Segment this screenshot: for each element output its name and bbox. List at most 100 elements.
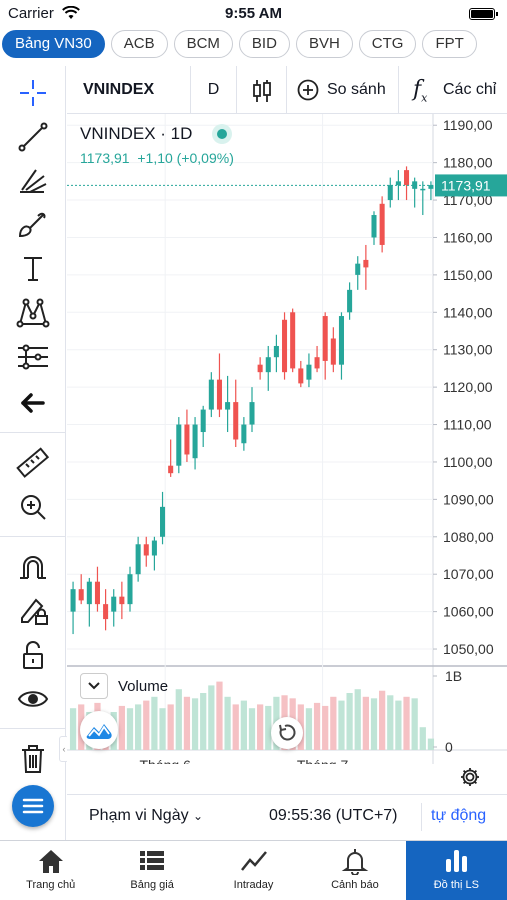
candle-body xyxy=(273,345,279,358)
tab-bvh[interactable]: BVH xyxy=(295,30,353,58)
candle-body xyxy=(314,357,320,369)
volume-bar xyxy=(330,696,337,750)
symbol-search[interactable]: VNINDEX xyxy=(67,66,191,114)
compare-button[interactable]: So sánh xyxy=(287,66,399,114)
menu-button[interactable] xyxy=(12,785,54,827)
candle-body xyxy=(119,596,125,605)
reset-chart-button[interactable] xyxy=(271,717,303,749)
tab-bid[interactable]: BID xyxy=(238,30,290,58)
nav-intraday[interactable]: Intraday xyxy=(203,841,304,900)
function-icon: fx xyxy=(413,77,428,105)
indicators-button[interactable]: fx Các chỉ xyxy=(399,66,507,114)
back-arrow-icon[interactable] xyxy=(14,384,52,422)
fib-tool-icon[interactable] xyxy=(14,162,52,200)
chart-type-button[interactable] xyxy=(237,66,287,114)
y-tick-label: 1130,00 xyxy=(443,342,493,358)
range-selector[interactable]: Phạm vi Ngày ⌄ xyxy=(89,807,203,825)
y-tick-label: 1180,00 xyxy=(443,155,493,171)
volume-bar xyxy=(338,700,345,750)
reset-icon xyxy=(279,724,296,741)
trash-icon[interactable] xyxy=(14,740,52,778)
volume-bar xyxy=(240,700,247,750)
tab-acb[interactable]: ACB xyxy=(110,30,168,58)
candle-body xyxy=(428,185,434,189)
volume-bar xyxy=(257,704,264,750)
volume-bar xyxy=(305,708,313,750)
y-tick-label: 1160,00 xyxy=(443,229,493,245)
toolbar-divider xyxy=(0,728,66,729)
measure-projection-icon[interactable] xyxy=(14,338,52,376)
bell-icon xyxy=(341,849,369,875)
chart-settings-icon[interactable] xyxy=(459,766,481,788)
crosshair-icon[interactable] xyxy=(14,74,52,112)
unlock-icon[interactable] xyxy=(14,636,52,674)
volume-bar xyxy=(151,696,158,750)
carrier-label: Carrier xyxy=(8,5,54,22)
symbol-tabs: Bảng VN30 ACB BCM BID BVH CTG FPT xyxy=(0,30,507,64)
market-status-dot xyxy=(212,124,233,144)
ruler-icon[interactable] xyxy=(14,444,52,482)
trend-line-icon[interactable] xyxy=(14,118,52,156)
candle-body xyxy=(143,544,149,556)
candle-body xyxy=(111,596,117,612)
y-tick-label: 1050,00 xyxy=(443,641,494,657)
candle-body xyxy=(371,215,377,238)
line-chart-icon xyxy=(240,851,267,871)
drawing-toolbar xyxy=(0,66,66,840)
candle-body xyxy=(184,424,190,455)
bar-chart-icon xyxy=(446,850,468,872)
tab-ctg[interactable]: CTG xyxy=(358,30,417,58)
tab-bcm[interactable]: BCM xyxy=(173,30,233,58)
legend-title: VNINDEX · 1D xyxy=(80,124,193,143)
nav-history-chart[interactable]: Đồ thị LS xyxy=(405,841,507,900)
compare-label: So sánh xyxy=(327,81,386,98)
brush-icon[interactable] xyxy=(14,206,52,244)
timezone-clock[interactable]: 09:55:36 (UTC+7) xyxy=(269,807,398,825)
lock-drawing-icon[interactable] xyxy=(14,592,52,630)
legend-values: 1173,91 +1,10 (+0,09%) xyxy=(80,150,234,166)
candle-body xyxy=(151,540,157,556)
auto-label: tự động xyxy=(431,807,487,824)
battery-icon xyxy=(469,8,498,20)
text-tool-icon[interactable] xyxy=(14,250,52,288)
candle-body xyxy=(395,181,401,186)
candle-body xyxy=(347,289,353,313)
candle-body xyxy=(168,465,174,474)
tab-bang-vn30[interactable]: Bảng VN30 xyxy=(2,30,105,58)
app-logo xyxy=(80,711,118,749)
volume-bar xyxy=(216,681,223,750)
candle-body xyxy=(404,170,410,186)
interval-button[interactable]: D xyxy=(191,66,237,114)
collapse-pane-button[interactable] xyxy=(80,673,108,699)
volume-bar xyxy=(313,702,321,750)
magnet-icon[interactable] xyxy=(14,548,52,586)
candle-body xyxy=(176,424,182,466)
pattern-tool-icon[interactable] xyxy=(14,294,52,332)
plus-circle-icon xyxy=(297,79,319,101)
price-chart[interactable]: 1190,001180,001170,001160,001150,001140,… xyxy=(67,114,507,764)
volume-bar xyxy=(69,708,77,750)
volume-bar xyxy=(419,727,426,750)
volume-bar xyxy=(143,700,150,750)
tab-fpt[interactable]: FPT xyxy=(422,30,477,58)
candle-body xyxy=(216,379,222,410)
volume-bar xyxy=(379,690,386,750)
auto-scale-button[interactable]: tự động xyxy=(431,807,486,825)
nav-alerts[interactable]: Cảnh báo xyxy=(304,841,405,900)
eye-icon[interactable] xyxy=(14,680,52,718)
zoom-in-icon[interactable] xyxy=(14,488,52,526)
volume-bar xyxy=(135,704,142,750)
candle-body xyxy=(338,316,344,365)
candle-body xyxy=(387,185,393,201)
nav-price-board[interactable]: Bảng giá xyxy=(101,841,202,900)
chevron-down-icon xyxy=(88,682,100,690)
candle-body xyxy=(363,259,369,268)
volume-bar xyxy=(362,696,369,750)
clock: 9:55 AM xyxy=(225,5,282,22)
chart-header-toolbar: VNINDEX D So sánh fx Các chỉ xyxy=(67,66,507,114)
last-price-label: 1173,91 xyxy=(441,177,491,193)
y-tick-label: 1090,00 xyxy=(443,491,494,507)
nav-home[interactable]: Trang chủ xyxy=(0,841,101,900)
y-tick-label: 1140,00 xyxy=(443,304,493,320)
candle-body xyxy=(78,589,84,601)
